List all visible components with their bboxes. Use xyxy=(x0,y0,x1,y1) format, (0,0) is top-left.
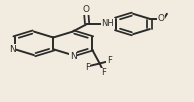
Text: F: F xyxy=(107,56,112,65)
Text: F: F xyxy=(85,63,89,72)
Text: N: N xyxy=(9,45,16,54)
Text: F: F xyxy=(101,68,106,77)
Text: NH: NH xyxy=(101,19,114,28)
Text: O: O xyxy=(83,5,90,14)
Text: N: N xyxy=(70,52,77,61)
Text: O: O xyxy=(158,14,165,23)
